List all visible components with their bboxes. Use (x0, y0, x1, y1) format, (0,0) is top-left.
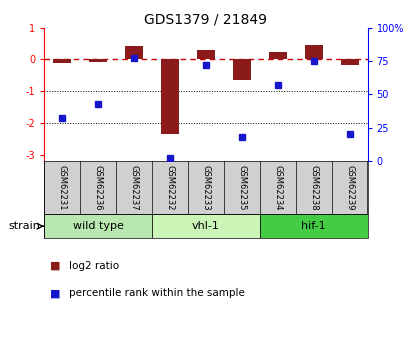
Text: GSM62235: GSM62235 (237, 165, 246, 211)
Text: GSM62234: GSM62234 (273, 165, 282, 211)
Bar (197, 50, 215, 59)
Bar (269, 52, 286, 59)
Bar (53, 59, 71, 63)
Text: wild type: wild type (73, 221, 123, 231)
Text: GSM62237: GSM62237 (129, 165, 139, 211)
Text: ■: ■ (50, 288, 61, 298)
Text: percentile rank within the sample: percentile rank within the sample (69, 288, 245, 298)
Bar (304, 45, 323, 59)
Text: vhl-1: vhl-1 (192, 221, 220, 231)
Title: GDS1379 / 21849: GDS1379 / 21849 (144, 12, 267, 27)
Text: strain: strain (9, 221, 40, 231)
Bar (152, 214, 260, 238)
Bar (233, 59, 251, 80)
Text: GSM62232: GSM62232 (165, 165, 174, 211)
Text: hif-1: hif-1 (301, 221, 326, 231)
Text: log2 ratio: log2 ratio (69, 261, 119, 270)
Text: ■: ■ (50, 261, 61, 270)
Bar (89, 59, 107, 61)
Bar (260, 214, 368, 238)
Bar (341, 59, 359, 65)
Text: GSM62239: GSM62239 (345, 165, 354, 211)
Bar (161, 59, 179, 134)
Text: GSM62236: GSM62236 (94, 165, 102, 211)
Bar (125, 46, 143, 59)
Text: GSM62231: GSM62231 (58, 165, 66, 211)
Bar (44, 214, 152, 238)
Text: GSM62233: GSM62233 (201, 165, 210, 211)
Text: GSM62238: GSM62238 (309, 165, 318, 211)
